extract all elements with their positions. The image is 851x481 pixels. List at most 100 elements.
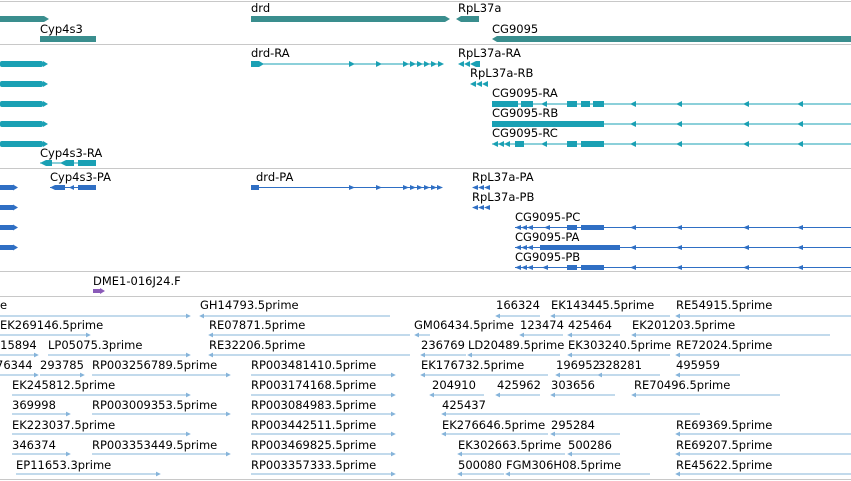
protein-feature[interactable]: CG9095-PC <box>515 210 851 230</box>
est-label: RE07871.5prime <box>209 318 305 332</box>
transcript-feature[interactable]: CG9095-RA <box>492 86 851 107</box>
est-feature[interactable]: RP003469825.5prime <box>251 438 396 457</box>
est-feature[interactable]: EK302663.5prime <box>457 438 565 457</box>
est-feature[interactable]: 425437 <box>441 398 700 417</box>
gene-feature[interactable]: drd <box>251 1 450 22</box>
gene-feature[interactable]: Cyp4s3 <box>40 22 96 42</box>
transcript-feature[interactable]: drd-RA <box>251 46 444 67</box>
est-label: 76344 <box>0 358 33 372</box>
transcript-feature[interactable] <box>0 61 48 147</box>
protein-feature[interactable]: RpL37a-PB <box>472 190 534 210</box>
clone-feature[interactable]: DME1-016J24.F <box>93 274 181 294</box>
est-feature[interactable]: 425464 <box>567 318 620 338</box>
est-feature[interactable]: RP003084983.5prime <box>251 398 396 417</box>
gene-bar[interactable] <box>497 36 851 42</box>
est-feature[interactable]: 236769 <box>420 338 466 358</box>
est-feature[interactable]: 328281 <box>597 358 660 378</box>
est-feature[interactable]: 369998 <box>12 398 71 417</box>
est-feature[interactable]: RP003174168.5prime <box>251 378 396 398</box>
est-feature[interactable]: RE70496.5prime <box>631 378 780 398</box>
est-feature[interactable]: RP003256789.5prime <box>92 358 231 378</box>
transcript-feature[interactable]: RpL37a-RB <box>470 66 534 87</box>
est-feature[interactable]: RP003353449.5prime <box>92 438 231 457</box>
est-feature[interactable]: RP003357333.5prime <box>251 458 396 477</box>
gene-feature[interactable]: RpL37a <box>456 1 501 22</box>
est-feature[interactable]: RE45622.5prime <box>675 458 851 477</box>
transcript-feature[interactable]: RpL37a-RA <box>458 46 521 67</box>
est-feature[interactable]: RP003481410.5prime <box>251 358 396 378</box>
est-feature[interactable]: EK303240.5prime <box>567 338 671 358</box>
est-label: EK302663.5prime <box>458 438 561 452</box>
est-feature[interactable]: 303656 <box>550 378 615 398</box>
protein-feature[interactable]: Cyp4s3-PA <box>50 170 111 190</box>
est-feature[interactable]: RE32206.5prime <box>208 338 410 358</box>
est-label: 196952 <box>556 358 600 372</box>
protein-feature[interactable]: CG9095-PB <box>515 250 851 270</box>
est-feature[interactable]: EK245812.5prime <box>12 378 191 398</box>
est-label: FGM306H08.5prime <box>506 458 621 472</box>
est-feature[interactable]: 500286 <box>567 438 620 457</box>
est-feature[interactable]: 196952 <box>555 358 600 378</box>
est-feature[interactable]: 293785 <box>40 358 85 378</box>
est-feature[interactable]: RE69369.5prime <box>675 418 851 437</box>
protein-label: drd-PA <box>256 170 293 184</box>
clone-label: DME1-016J24.F <box>93 274 181 288</box>
est-feature[interactable]: 425962 <box>495 378 541 398</box>
est-feature[interactable]: EK176732.5prime <box>420 358 548 378</box>
est-feature[interactable]: 495959 <box>675 358 740 378</box>
est-feature[interactable]: e <box>0 298 191 319</box>
est-feature[interactable]: 76344 <box>0 358 39 378</box>
protein-feature[interactable]: drd-PA <box>251 170 443 190</box>
est-feature[interactable]: 346374 <box>12 438 71 457</box>
transcript-label: RpL37a-RA <box>458 46 521 60</box>
gene-bar[interactable] <box>40 36 96 42</box>
est-label: 425437 <box>442 398 486 412</box>
est-label: RP003084983.5prime <box>251 398 376 412</box>
est-feature[interactable]: GM06434.5prime <box>414 318 514 338</box>
transcript-feature[interactable]: CG9095-RC <box>492 126 851 147</box>
est-feature[interactable]: RE69207.5prime <box>675 438 851 457</box>
gene-bar[interactable] <box>0 16 44 22</box>
protein-feature[interactable]: RpL37a-PA <box>472 170 534 190</box>
protein-label: Cyp4s3-PA <box>50 170 111 184</box>
est-feature[interactable]: RP003009353.5prime <box>92 398 231 417</box>
est-feature[interactable]: RE72024.5prime <box>675 338 851 358</box>
est-feature[interactable]: 500080 <box>457 458 504 477</box>
est-feature[interactable]: EK201203.5prime <box>631 318 830 338</box>
est-feature[interactable]: EK276646.5prime <box>441 418 548 437</box>
transcript-feature[interactable]: Cyp4s3-RA <box>40 146 102 166</box>
est-feature[interactable]: EK269146.5prime <box>0 318 103 338</box>
est-label: RP003481410.5prime <box>251 358 376 372</box>
est-feature[interactable]: 204910 <box>429 378 484 398</box>
gene-track: Cyp4s3 drd RpL37a CG9095 <box>0 1 851 42</box>
est-feature[interactable]: FGM306H08.5prime <box>505 458 650 477</box>
est-feature[interactable]: RE54915.5prime <box>675 298 851 319</box>
est-label: 425962 <box>497 378 541 392</box>
protein-feature[interactable] <box>0 184 18 251</box>
gene-bar[interactable] <box>461 16 479 22</box>
gene-feature[interactable] <box>0 16 49 22</box>
est-label: RE72024.5prime <box>676 338 772 352</box>
est-feature[interactable]: GH14793.5prime <box>199 298 390 319</box>
est-feature[interactable]: RP003442511.5prime <box>251 418 396 437</box>
gene-feature[interactable]: CG9095 <box>492 22 851 42</box>
est-feature[interactable]: LD20489.5prime <box>467 338 564 358</box>
transcript-feature[interactable]: CG9095-RB <box>492 106 851 127</box>
est-feature[interactable]: 123474 <box>519 318 564 338</box>
transcript-label: drd-RA <box>251 46 290 60</box>
est-label: LD20489.5prime <box>468 338 564 352</box>
gene-bar[interactable] <box>251 16 445 22</box>
est-feature[interactable]: EK223037.5prime <box>12 418 191 437</box>
est-feature[interactable]: RE07871.5prime <box>208 318 410 338</box>
est-feature[interactable]: 166324 <box>495 298 540 319</box>
est-feature[interactable]: 295284 <box>550 418 620 437</box>
gene-arrowhead <box>44 16 49 22</box>
est-feature[interactable]: -15894 <box>0 338 39 358</box>
est-feature[interactable]: LP05075.3prime <box>48 338 191 358</box>
est-feature[interactable]: EK143445.5prime <box>550 298 670 319</box>
est-feature[interactable]: EP11653.3prime <box>16 458 161 477</box>
protein-feature[interactable]: CG9095-PA <box>515 230 851 250</box>
est-label: RE69369.5prime <box>676 418 772 432</box>
